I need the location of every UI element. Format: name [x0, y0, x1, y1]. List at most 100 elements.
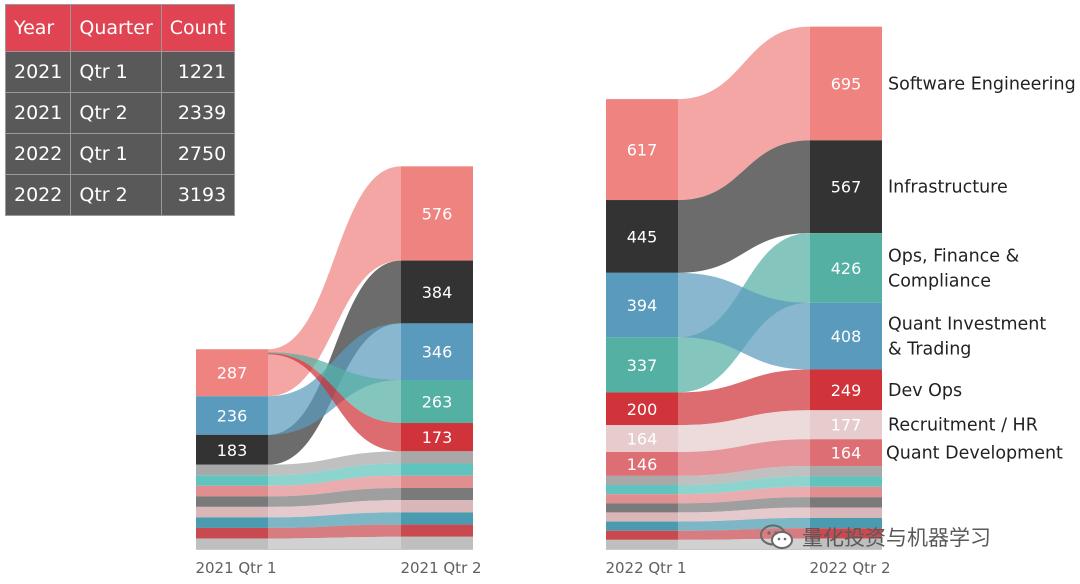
value-label-infrastructure-2021-qtr-2: 384: [422, 283, 453, 302]
node-other-7-2021-qtr-1: [196, 538, 268, 549]
category-label-software-engineering: Software Engineering: [888, 74, 1076, 94]
flow-dev-ops: [268, 353, 401, 452]
node-other-1-2022-qtr-2: [810, 476, 882, 487]
category-label-line: Software Engineering: [888, 74, 1076, 94]
node-recruitment-hr-2022-qtr-1: [606, 425, 678, 452]
flow-other-1: [268, 463, 401, 486]
x-tick-label-2021-qtr-1: 2021 Qtr 1: [195, 559, 276, 577]
flow-other-5: [268, 512, 401, 528]
node-infrastructure-2021-qtr-1: [196, 434, 268, 465]
flow-other-3: [268, 487, 401, 507]
node-other-4-2022-qtr-2: [810, 507, 882, 518]
table-row: 2022 Qtr 1 2750: [4, 133, 236, 175]
flow-links: [268, 26, 810, 549]
node-other-6-2022-qtr-1: [606, 530, 678, 540]
value-label-ops-finance-compliance-2022-qtr-2: 426: [831, 259, 862, 278]
value-label-dev-ops-2022-qtr-1: 200: [627, 400, 658, 419]
node-other-4-2022-qtr-1: [606, 512, 678, 522]
node-other-0-2021-qtr-1: [196, 464, 268, 476]
value-label-infrastructure-2021-qtr-1: 183: [217, 441, 248, 460]
node-other-6-2021-qtr-1: [196, 527, 268, 539]
category-label-line: Infrastructure: [888, 178, 1008, 198]
node-quant-investment-trading-2021-qtr-1: [196, 396, 268, 435]
node-other-1-2021-qtr-1: [196, 475, 268, 486]
flow-dev-ops: [678, 369, 810, 426]
value-label-software-engineering-2022-qtr-2: 695: [831, 74, 862, 93]
node-infrastructure-2022-qtr-1: [606, 200, 678, 273]
flow-quant-investment-trading: [678, 272, 810, 370]
cell-quarter: Qtr 1: [70, 51, 162, 93]
flow-ops-finance-compliance: [268, 352, 401, 424]
node-other-1-2021-qtr-2: [401, 463, 473, 476]
cell-count: 3193: [160, 174, 236, 216]
cell-quarter: Qtr 2: [70, 92, 162, 134]
node-other-0-2022-qtr-2: [810, 466, 882, 477]
watermark-text: 量化投资与机器学习: [802, 526, 991, 550]
summary-table: Year Quarter Count 2021 Qtr 1 1221 2021 …: [4, 4, 236, 216]
flow-infrastructure: [678, 140, 810, 273]
flow-other-4: [268, 500, 401, 518]
node-recruitment-hr-2022-qtr-2: [810, 410, 882, 440]
value-label-quant-investment-trading-2022-qtr-2: 408: [831, 327, 862, 346]
flow-other-1: [678, 476, 810, 495]
value-label-quant-development-2022-qtr-2: 164: [831, 444, 862, 463]
flow-other-2: [268, 475, 401, 497]
value-label-infrastructure-2022-qtr-2: 567: [831, 178, 862, 197]
flow-other-6: [268, 524, 401, 539]
node-other-7-2021-qtr-2: [401, 536, 473, 549]
category-label-quant-development: Quant Development: [886, 444, 1063, 464]
category-label-line: Ops, Finance &: [888, 246, 1020, 266]
node-other-4-2021-qtr-2: [401, 500, 473, 513]
value-label-ops-finance-compliance-2021-qtr-2: 263: [422, 393, 453, 412]
flow-other-5: [678, 517, 810, 531]
value-labels: 287 236 183 576 384 346 263 173 617 445 394 337 200 1…: [217, 74, 862, 473]
flow-other-0: [678, 466, 810, 486]
node-other-4-2021-qtr-1: [196, 506, 268, 518]
category-label-line: Recruitment / HR: [888, 416, 1038, 436]
table-row: 2021 Qtr 2 2339: [4, 92, 236, 134]
flow-recruitment-hr: [678, 410, 810, 452]
value-label-quant-development-2022-qtr-1: 146: [627, 455, 658, 474]
value-label-dev-ops-2021-qtr-2: 173: [422, 428, 453, 447]
cell-count: 2750: [160, 133, 236, 175]
node-other-3-2021-qtr-2: [401, 487, 473, 501]
value-label-software-engineering-2021-qtr-1: 287: [217, 364, 248, 383]
cell-quarter: Qtr 1: [70, 133, 162, 175]
flow-other-0: [268, 451, 401, 476]
category-label-line: Compliance: [888, 271, 991, 291]
node-ops-finance-compliance-2021-qtr-2: [401, 380, 473, 424]
value-label-ops-finance-compliance-2022-qtr-1: 337: [627, 356, 658, 375]
node-other-5-2021-qtr-2: [401, 512, 473, 525]
watermark: 量化投资与机器学习: [760, 522, 991, 552]
flow-other-7: [268, 536, 401, 549]
node-dev-ops-2022-qtr-1: [606, 392, 678, 426]
cell-quarter: Qtr 2: [70, 174, 162, 216]
table-row: 2021 Qtr 1 1221: [4, 51, 236, 93]
value-label-quant-investment-trading-2021-qtr-1: 236: [217, 407, 248, 426]
category-label-quant-investment-trading: Quant Investment & Trading: [888, 315, 1046, 360]
node-software-engineering-2021-qtr-1: [196, 349, 268, 397]
cell-year: 2022: [4, 174, 72, 216]
node-other-5-2021-qtr-1: [196, 517, 268, 528]
value-label-quant-investment-trading-2021-qtr-2: 346: [422, 343, 453, 362]
node-infrastructure-2022-qtr-2: [810, 140, 882, 234]
column-header-year[interactable]: Year: [4, 4, 72, 52]
node-quant-investment-trading-2021-qtr-2: [401, 323, 473, 381]
node-other-3-2022-qtr-2: [810, 497, 882, 508]
value-label-software-engineering-2022-qtr-1: 617: [627, 141, 658, 160]
wechat-icon: [760, 524, 793, 549]
flow-other-3: [678, 497, 810, 513]
category-label-line: Quant Development: [886, 444, 1063, 464]
x-tick-label-2022-qtr-1: 2022 Qtr 1: [605, 559, 686, 577]
node-software-engineering-2021-qtr-2: [401, 166, 473, 261]
node-ops-finance-compliance-2022-qtr-2: [810, 233, 882, 303]
flow-other-4: [678, 507, 810, 522]
value-label-recruitment-hr-2022-qtr-2: 177: [831, 416, 862, 435]
category-label-line: & Trading: [888, 340, 971, 360]
column-nodes: [196, 26, 882, 549]
node-other-2-2021-qtr-2: [401, 475, 473, 488]
node-other-5-2022-qtr-1: [606, 521, 678, 531]
cell-year: 2021: [4, 51, 72, 93]
node-quant-investment-trading-2022-qtr-2: [810, 302, 882, 370]
